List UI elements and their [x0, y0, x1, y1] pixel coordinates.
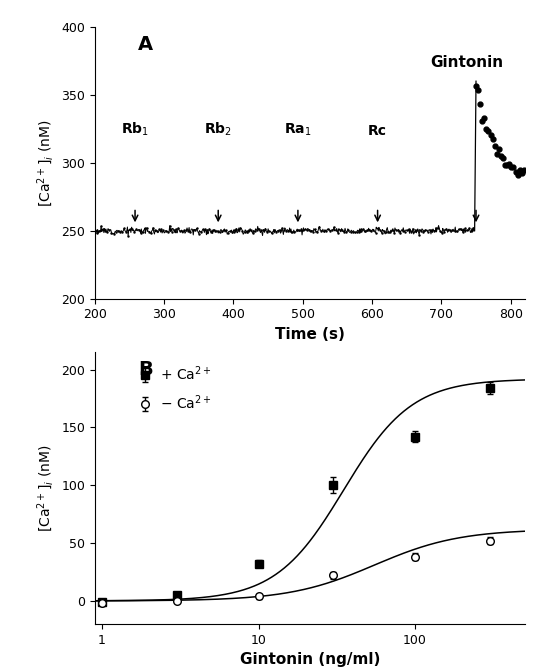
X-axis label: Gintonin (ng/ml): Gintonin (ng/ml) — [239, 652, 380, 667]
Legend: + Ca$^{2+}$, − Ca$^{2+}$: + Ca$^{2+}$, − Ca$^{2+}$ — [136, 364, 211, 411]
X-axis label: Time (s): Time (s) — [275, 327, 345, 342]
Text: Rb$_1$: Rb$_1$ — [121, 121, 149, 138]
Y-axis label: [Ca$^{2+}$]$_i$ (nM): [Ca$^{2+}$]$_i$ (nM) — [35, 119, 56, 207]
Text: Rb$_2$: Rb$_2$ — [204, 121, 232, 138]
Text: B: B — [138, 360, 152, 379]
Text: A: A — [138, 35, 153, 54]
Y-axis label: [Ca$^{2+}$]$_i$ (nM): [Ca$^{2+}$]$_i$ (nM) — [35, 444, 56, 532]
Text: Ra$_1$: Ra$_1$ — [284, 122, 311, 138]
Text: Gintonin: Gintonin — [431, 55, 504, 70]
Text: Rc: Rc — [368, 124, 387, 138]
